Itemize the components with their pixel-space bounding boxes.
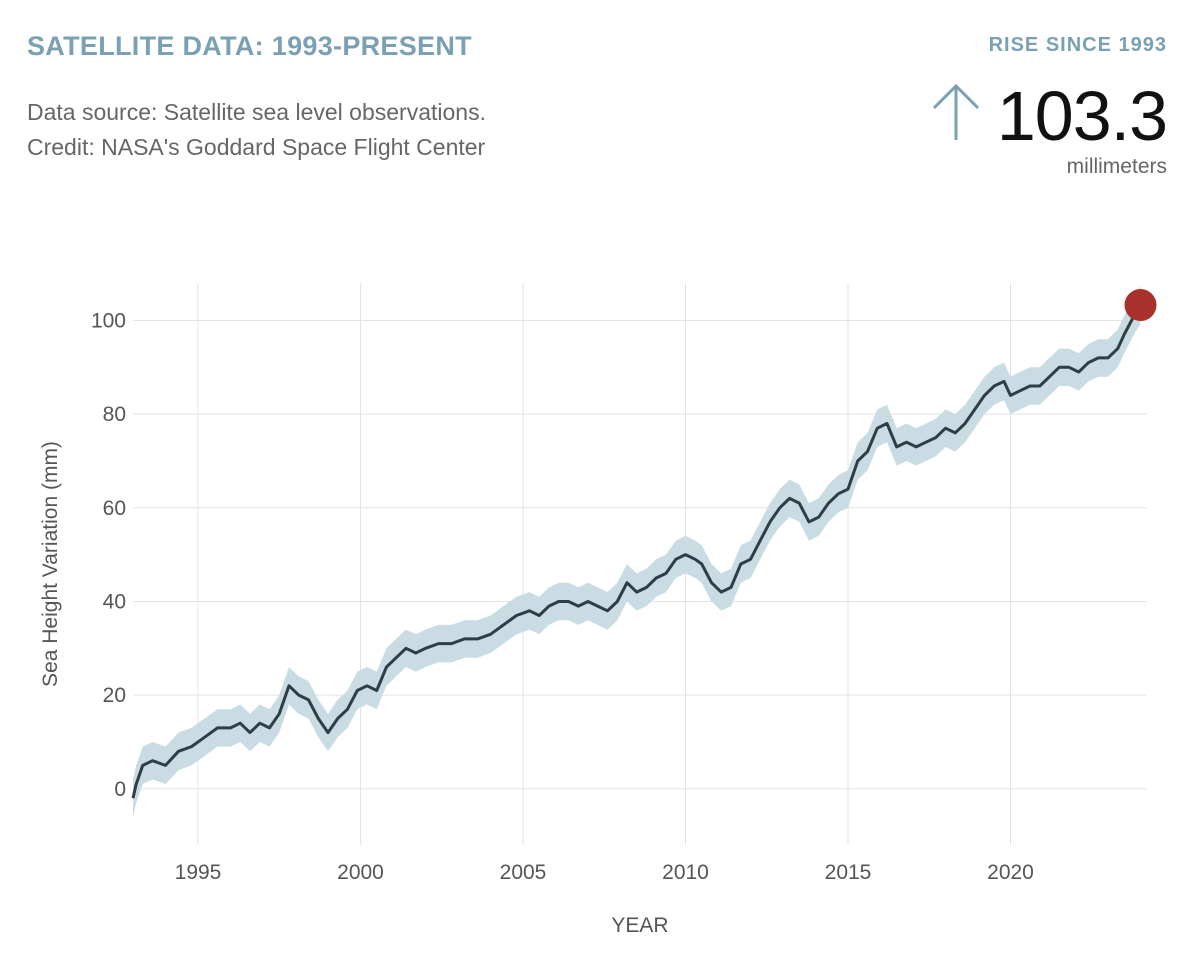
x-axis-ticks: 1995 2000 2005 2010 2015 2020 [175, 861, 1034, 884]
x-tick-label: 2015 [825, 861, 872, 884]
y-tick-label: 80 [103, 403, 126, 426]
data-source-text: Data source: Satellite sea level observa… [27, 95, 486, 165]
grid-lines [133, 283, 1147, 845]
y-tick-label: 0 [114, 778, 126, 801]
latest-value-marker[interactable] [1124, 289, 1157, 322]
rise-since-label: RISE SINCE 1993 [988, 34, 1167, 56]
y-axis-ticks: 0 20 40 60 80 100 [91, 309, 126, 800]
x-tick-label: 2020 [987, 861, 1034, 884]
x-tick-label: 2010 [662, 861, 709, 884]
x-tick-label: 2000 [337, 861, 384, 884]
y-axis-title: Sea Height Variation (mm) [39, 441, 62, 687]
credit-line: Credit: NASA's Goddard Space Flight Cent… [27, 134, 486, 160]
x-axis-title: YEAR [611, 914, 668, 937]
x-tick-label: 2005 [500, 861, 547, 884]
series-line [131, 304, 1142, 799]
y-tick-label: 20 [103, 684, 126, 707]
y-tick-label: 100 [91, 309, 126, 332]
chart-title: SATELLITE DATA: 1993-PRESENT [27, 31, 472, 61]
x-tick-label: 1995 [175, 861, 222, 884]
y-tick-label: 40 [103, 590, 126, 613]
rise-value: 103.3 [996, 77, 1168, 155]
uncertainty-band [133, 286, 1141, 817]
rise-unit: millimeters [1066, 155, 1167, 178]
y-tick-label: 60 [103, 497, 126, 520]
source-line: Data source: Satellite sea level observa… [27, 99, 486, 125]
up-arrow-icon [930, 82, 982, 149]
